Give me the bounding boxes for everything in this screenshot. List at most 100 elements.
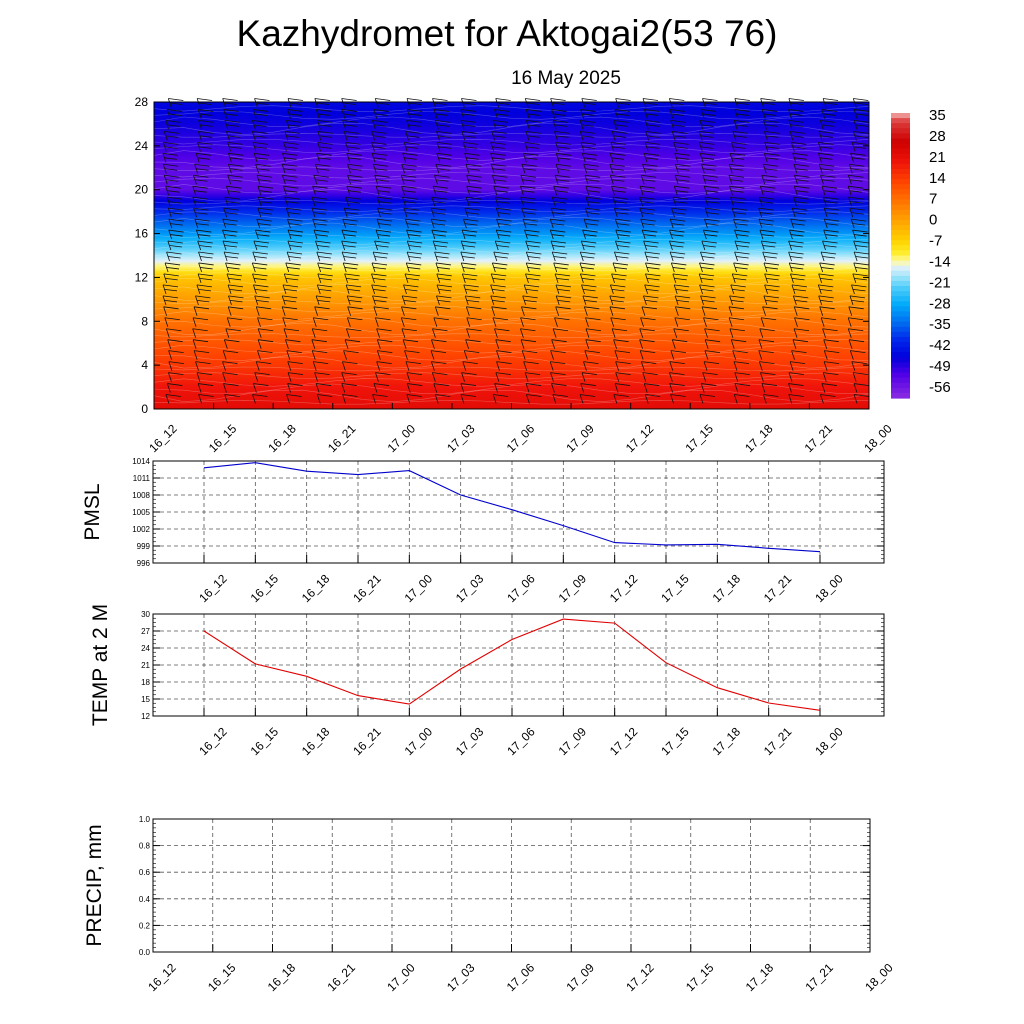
wind-barb-flag — [434, 190, 448, 193]
wind-barb-flag — [761, 383, 777, 386]
isotherm-line — [153, 250, 870, 261]
wind-barb-staff — [346, 328, 350, 338]
wind-barb-staff — [585, 328, 590, 338]
wind-barb-flag — [198, 251, 214, 255]
wind-barb-flag — [765, 299, 778, 303]
wind-barb-flag — [312, 218, 328, 222]
colorbar-swatch — [891, 184, 910, 190]
wind-barb-staff — [433, 317, 438, 327]
wind-barb-staff — [167, 339, 172, 349]
wind-barb-flag — [490, 284, 506, 288]
wind-barb-flag — [252, 394, 268, 397]
wind-barb-flag — [820, 278, 833, 281]
wind-barb-flag — [734, 372, 750, 375]
wind-barb-flag — [430, 350, 447, 354]
wind-barb-flag — [313, 317, 329, 321]
wind-barb-flag — [551, 109, 567, 112]
wind-barb-flag — [583, 163, 599, 167]
wind-barb-flag — [703, 229, 719, 233]
wind-barb-flag — [760, 372, 776, 375]
wind-barb-staff — [550, 372, 554, 382]
wind-barb-staff — [462, 361, 467, 371]
wind-barb-flag — [227, 317, 243, 321]
wind-barb-flag — [462, 124, 476, 127]
wind-barb-flag — [614, 267, 628, 270]
wind-barb-flag — [346, 278, 359, 281]
wind-barb-flag — [493, 179, 507, 182]
wind-barb-flag — [347, 174, 363, 178]
wind-barb-staff — [550, 350, 554, 360]
wind-barb-flag — [612, 196, 628, 200]
wind-barb-flag — [318, 256, 331, 259]
wind-barb-flag — [702, 174, 718, 178]
isotherm-line — [153, 299, 870, 305]
wind-barb-flag — [287, 109, 303, 112]
wind-barb-flag — [643, 234, 657, 237]
wind-barb-flag — [520, 317, 536, 321]
wind-barb-flag — [463, 284, 479, 288]
wind-barb-flag — [373, 383, 389, 386]
wind-barb-flag — [676, 179, 690, 182]
wind-barb-flag — [555, 267, 568, 270]
wind-barb-flag — [434, 251, 450, 255]
wind-barb-staff — [520, 317, 524, 327]
wind-barb-flag — [525, 273, 541, 277]
wind-barb-flag — [789, 130, 805, 134]
wind-barb-flag — [585, 223, 599, 226]
wind-barb-flag — [609, 306, 626, 310]
wind-barb-flag — [462, 245, 476, 248]
y-tick-label: 4 — [141, 358, 148, 372]
wind-barb-flag — [282, 317, 298, 321]
wind-barb-flag — [495, 256, 508, 259]
wind-barb-staff — [465, 306, 470, 316]
wind-barb-flag — [521, 163, 537, 167]
wind-barb-flag — [257, 207, 273, 211]
wind-barb-staff — [400, 317, 405, 327]
wind-barb-flag — [647, 135, 660, 138]
wind-barb-flag — [790, 273, 806, 277]
wind-barb-staff — [523, 361, 528, 371]
wind-barb-staff — [254, 98, 258, 108]
wind-barb-flag — [641, 306, 657, 310]
wind-barb-flag — [314, 306, 330, 310]
wind-barb-staff — [460, 394, 465, 404]
wind-barb-flag — [612, 328, 628, 332]
wind-barb-flag — [229, 179, 242, 182]
x-tick-label: 17_06 — [504, 960, 538, 994]
wind-barb-flag — [228, 163, 244, 167]
wind-barb-flag — [527, 113, 541, 116]
wind-barb-flag — [699, 273, 715, 277]
wind-barb-flag — [849, 163, 865, 167]
wind-barb-flag — [824, 207, 840, 211]
wind-barb-flag — [282, 163, 298, 167]
wind-barb-flag — [792, 152, 808, 156]
wind-barb-flag — [377, 196, 393, 200]
wind-barb-flag — [701, 256, 715, 259]
wind-barb-flag — [820, 120, 836, 123]
wind-barb-flag — [461, 229, 478, 233]
x-tick-label: 17_00 — [402, 571, 436, 605]
x-tick-label: 17_03 — [453, 724, 487, 758]
wind-barb-flag — [762, 251, 778, 255]
wind-barb-flag — [788, 98, 804, 101]
wind-barb-staff — [196, 372, 201, 382]
wind-barb-flag — [736, 256, 749, 259]
wind-barb-flag — [763, 163, 779, 167]
wind-barb-flag — [255, 245, 268, 248]
wind-barb-flag — [462, 256, 475, 259]
wind-barb-flag — [766, 288, 779, 292]
wind-barb-flag — [849, 179, 863, 182]
wind-barb-flag — [433, 317, 449, 321]
wind-barb-flag — [316, 152, 332, 156]
wind-barb-flag — [764, 124, 778, 127]
wind-barb-flag — [699, 262, 715, 266]
wind-barb-flag — [823, 98, 839, 101]
wind-barb-flag — [401, 163, 417, 167]
wind-barb-flag — [344, 267, 358, 270]
wind-barb-staff — [341, 383, 346, 393]
y-tick-label: 0.8 — [139, 842, 151, 851]
wind-barb-flag — [288, 372, 304, 375]
wind-barb-flag — [464, 207, 480, 211]
wind-barb-staff — [255, 361, 260, 371]
wind-barb-staff — [192, 339, 197, 349]
